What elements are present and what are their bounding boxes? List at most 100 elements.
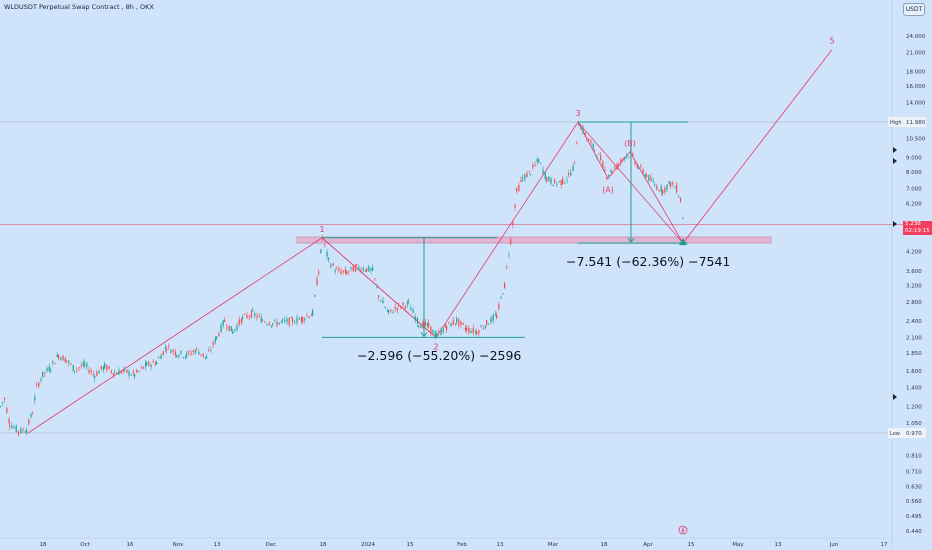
candle-body [522,177,524,179]
candle-body [232,331,234,334]
axis-marker-icon [893,394,897,400]
candle-body [270,325,273,327]
candle-body [286,318,288,323]
x-tick-label: Mar [548,542,559,548]
candle-body [642,169,644,174]
measure-arrow [420,332,428,338]
candle-body [496,314,498,318]
candle-body [324,244,326,245]
candle-body [462,323,464,325]
candle-body [46,368,48,372]
candle-body [272,323,274,325]
candle-body [88,369,90,373]
candle-body [598,153,600,155]
candle-body [94,375,96,379]
candle-body [666,184,668,190]
candle-body [236,325,238,330]
candle-body [542,169,544,174]
candle-body [360,269,362,272]
candle-body [364,270,367,272]
candle-body [264,321,266,323]
candle-body [544,172,546,179]
y-tick-label: 9.000 [906,155,922,161]
candle-body [44,372,46,374]
candle-body [48,366,50,372]
candle-body [618,164,620,166]
candle-body [374,278,376,280]
candle-body [556,183,558,185]
candle-body [334,270,336,272]
candle-body [172,349,174,352]
x-tick-label: 15 [688,542,695,548]
candle-body [222,320,224,326]
candle-body [650,177,652,181]
candle-body [150,364,152,368]
candle-body [434,332,436,337]
candle-body [668,181,670,184]
candle-body [628,156,630,158]
candle-body [582,127,584,133]
candle-body [306,315,308,317]
candle-body [128,371,130,376]
measure-label-1: −2.596 (−55.20%) −2596 [357,348,522,363]
candle-body [564,182,566,184]
candle-body [246,314,248,318]
candle-body [34,396,36,401]
candle-body [448,322,450,323]
currency-button[interactable]: USDT [903,3,925,16]
candle-body [156,361,158,365]
candle-body [346,271,348,275]
candle-body [602,161,604,169]
measure-tool-1[interactable] [322,237,525,338]
candle-body [468,327,470,333]
candle-body [142,366,145,369]
candle-body [52,361,54,363]
arrow-up-icon [679,238,687,246]
y-tick-label: 21.000 [906,51,926,57]
candle-body [592,143,594,149]
candle-body [562,178,564,185]
x-tick-label: 16 [127,542,134,548]
y-tick-label: 0.710 [906,470,922,476]
candle-body [180,350,182,354]
candle-body [274,319,276,321]
candle-body [256,315,258,318]
symbol-name: WLDUSDT Perpetual Swap Contract [4,3,120,11]
candle-body [32,413,34,415]
candle-body [390,309,392,312]
candle-body [588,138,590,141]
candle-body [558,181,560,182]
y-tick-label: 10.500 [906,136,926,142]
last-price-tag: 5.238 02:19:15 [903,221,932,235]
candle-body [312,310,314,316]
candle-body [300,316,303,322]
x-tick-label: Oct [80,542,90,548]
candle-body [136,369,138,373]
candle-body [456,318,458,323]
lightning-icon[interactable] [678,525,688,535]
candle-body [432,329,434,334]
candle-body [660,186,662,193]
candle-body [262,320,264,321]
candle-body [242,316,244,319]
low-tag-label: Low [890,431,900,437]
candle-body [546,177,548,182]
candle-body [244,313,246,315]
candle-body [216,336,218,339]
measure-tool-2[interactable] [578,121,688,244]
candle-body [604,169,606,171]
measure-arrow [627,237,635,243]
candle-body [294,322,296,324]
candle-body [572,165,574,171]
candle-body [164,347,167,349]
candle-body [80,365,82,367]
y-tick-label: 0.560 [906,499,922,505]
candle-body [410,308,412,311]
candle-body [400,306,402,308]
candle-body [152,360,154,363]
x-tick-label: 13 [497,542,504,548]
candle-body [596,156,598,158]
wave-label: 1 [319,225,324,234]
candle-body [414,316,416,321]
